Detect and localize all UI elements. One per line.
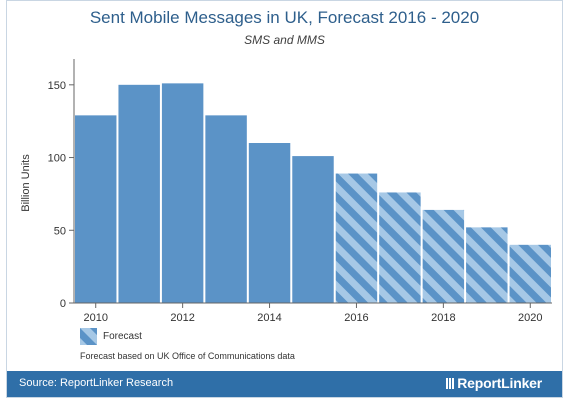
bar-2019	[466, 227, 508, 303]
bar-2017	[379, 192, 421, 303]
logo-text: ReportLinker	[457, 375, 542, 391]
bar-2010	[75, 115, 117, 303]
legend-forecast-swatch	[80, 328, 97, 345]
y-tick-label-0: 0	[60, 298, 66, 310]
bar-2015	[292, 156, 334, 303]
x-tick-label-2020: 2020	[518, 312, 542, 324]
bar-2016	[335, 173, 378, 303]
plot-area: 0 50 100 150 2010 2012 2014 2016 2018 2020 Billion…	[20, 59, 552, 324]
footer-bar: Source: ReportLinker Research ReportLink…	[7, 371, 562, 397]
y-tick-label-150: 150	[48, 80, 66, 92]
source-text: Source: ReportLinker Research	[19, 377, 174, 389]
x-tick-label-2012: 2012	[170, 312, 194, 324]
bar-2011	[118, 84, 160, 304]
y-axis-title: Billion Units	[20, 154, 32, 212]
bar-2018	[422, 209, 465, 303]
bar-2013	[205, 115, 247, 303]
x-tick-label-2014: 2014	[257, 312, 281, 324]
y-tick-label-50: 50	[54, 225, 66, 237]
footnote: Forecast based on UK Office of Communica…	[80, 351, 295, 361]
y-tick-label-100: 100	[48, 153, 66, 165]
reportlinker-logo: ReportLinker	[446, 375, 542, 391]
x-tick-label-2010: 2010	[83, 312, 107, 324]
legend-forecast-label: Forecast	[103, 331, 142, 342]
chart-title: Sent Mobile Messages in UK, Forecast 201…	[89, 8, 480, 27]
x-tick-label-2018: 2018	[431, 312, 455, 324]
chart-card: Sent Mobile Messages in UK, Forecast 201…	[6, 0, 563, 398]
bar-2012	[161, 83, 204, 303]
bar-2014	[248, 143, 291, 303]
bar-chart: 0 50 100 150 2010 2012 2014 2016 2018 2020 Billion…	[20, 59, 552, 324]
logo-bars-icon	[446, 378, 456, 389]
bar-2020	[509, 244, 551, 303]
x-tick-label-2016: 2016	[344, 312, 368, 324]
chart-subtitle: SMS and MMS	[244, 33, 325, 47]
